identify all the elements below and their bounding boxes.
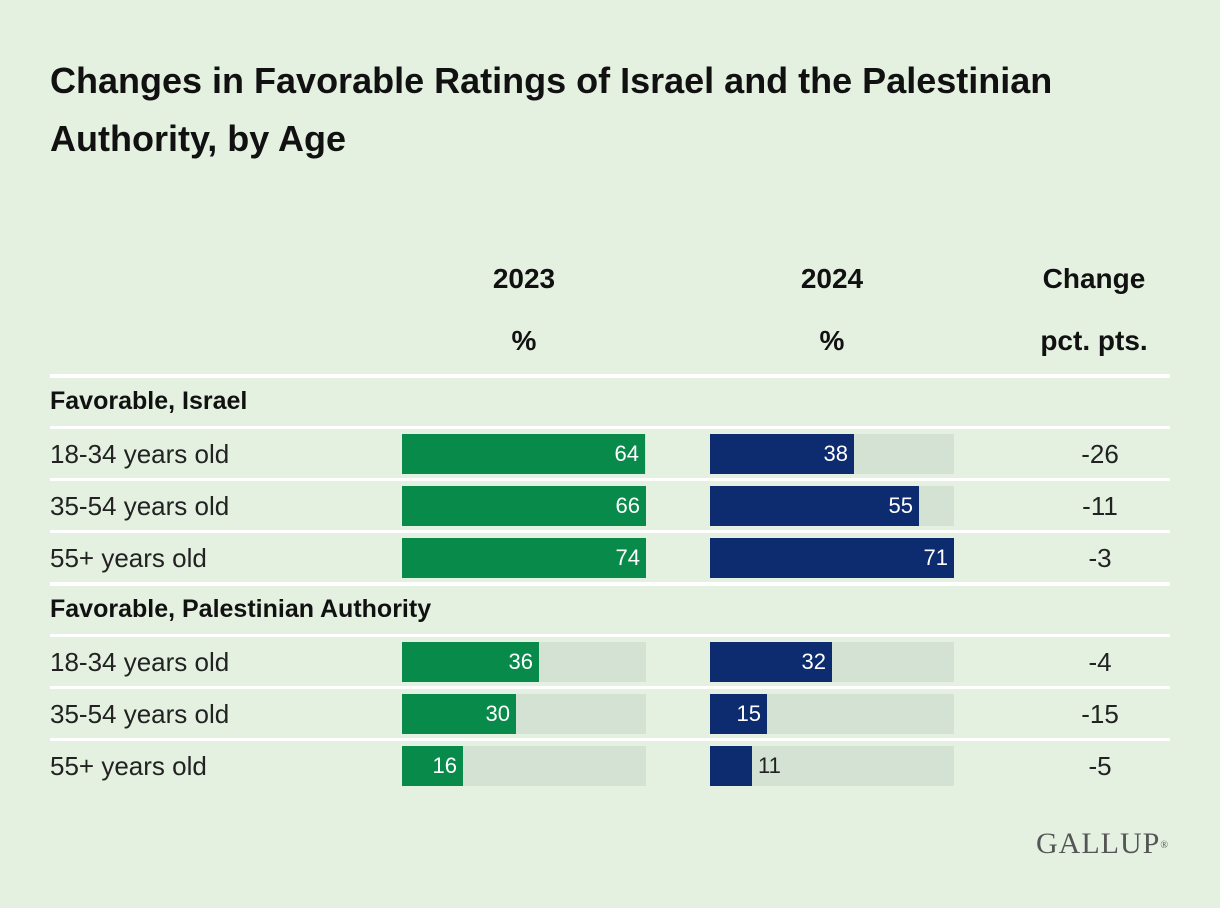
- row-label: 55+ years old: [50, 543, 207, 573]
- section-rule: [50, 582, 1170, 586]
- bar-2024: [710, 746, 752, 786]
- bar-track-2024: 71: [710, 538, 954, 578]
- bar-value-2024: 11: [758, 753, 781, 778]
- row-rule: [50, 530, 1170, 533]
- column-unit-2024: %: [819, 325, 845, 356]
- bar-2023: [402, 642, 539, 682]
- row-rule: [50, 426, 1170, 429]
- section-label: Favorable, Israel: [50, 387, 248, 415]
- bar-2023: [402, 746, 463, 786]
- change-value: -4: [1088, 647, 1112, 677]
- column-unit-2023: %: [511, 325, 537, 356]
- bar-2023: [402, 434, 645, 474]
- bar-value-2023: 74: [615, 545, 640, 570]
- column-header-2024: 2024: [800, 263, 864, 294]
- change-value: -3: [1088, 543, 1112, 573]
- bar-track-2024: 38: [710, 434, 954, 474]
- change-value: -5: [1088, 751, 1112, 781]
- change-value: -15: [1081, 699, 1119, 729]
- bar-value-2024: 38: [823, 441, 848, 466]
- bar-value-2023: 36: [508, 649, 533, 674]
- row-label: 35-54 years old: [50, 699, 230, 729]
- section-rule: [50, 374, 1170, 378]
- gallup-logo-text: GALLUP: [1036, 827, 1161, 860]
- column-header-change: Change: [1042, 263, 1146, 294]
- bar-2023: [402, 486, 646, 526]
- column-header-2023: 2023: [492, 263, 556, 294]
- bar-track-2023: 64: [402, 434, 646, 474]
- chart-title: Changes in Favorable Ratings of Israel a…: [50, 60, 1053, 159]
- bar-track-2024: 15: [710, 694, 954, 734]
- row-label: 55+ years old: [50, 751, 207, 781]
- bar-value-2024: 32: [801, 649, 826, 674]
- column-unit-change: pct. pts.: [1040, 325, 1148, 356]
- bar-track-2023: 74: [402, 538, 646, 578]
- row-rule: [50, 686, 1170, 689]
- bar-value-2023: 30: [485, 701, 510, 726]
- bar-2024: [710, 642, 832, 682]
- row-rule: [50, 738, 1170, 741]
- bar-value-2023: 16: [432, 753, 457, 778]
- bar-2023: [402, 538, 646, 578]
- bar-track-2024: 11: [710, 746, 954, 786]
- bar-track-2023: 16: [402, 746, 646, 786]
- row-rule: [50, 634, 1170, 637]
- row-label: 18-34 years old: [50, 439, 230, 469]
- bar-2024: [710, 486, 919, 526]
- change-value: -26: [1081, 439, 1119, 469]
- bar-value-2024: 15: [736, 701, 761, 726]
- bar-value-2024: 71: [923, 545, 948, 570]
- bar-2024: [710, 694, 767, 734]
- row-rule: [50, 478, 1170, 481]
- bar-track-2023: 30: [402, 694, 646, 734]
- change-value: -11: [1082, 491, 1118, 521]
- bar-value-2023: 64: [614, 441, 639, 466]
- gallup-logo: GALLUP®: [1036, 827, 1169, 860]
- row-label: 35-54 years old: [50, 491, 230, 521]
- bar-track-2023: 36: [402, 642, 646, 682]
- bar-value-2024: 55: [888, 493, 913, 518]
- bar-2024: [710, 434, 854, 474]
- bar-2023: [402, 694, 516, 734]
- section-label: Favorable, Palestinian Authority: [50, 595, 432, 623]
- bar-value-2023: 66: [615, 493, 640, 518]
- bar-track-2023: 66: [402, 486, 646, 526]
- bar-track-2024: 32: [710, 642, 954, 682]
- bar-2024: [710, 538, 954, 578]
- bar-track-2024: 55: [710, 486, 954, 526]
- row-label: 18-34 years old: [50, 647, 230, 677]
